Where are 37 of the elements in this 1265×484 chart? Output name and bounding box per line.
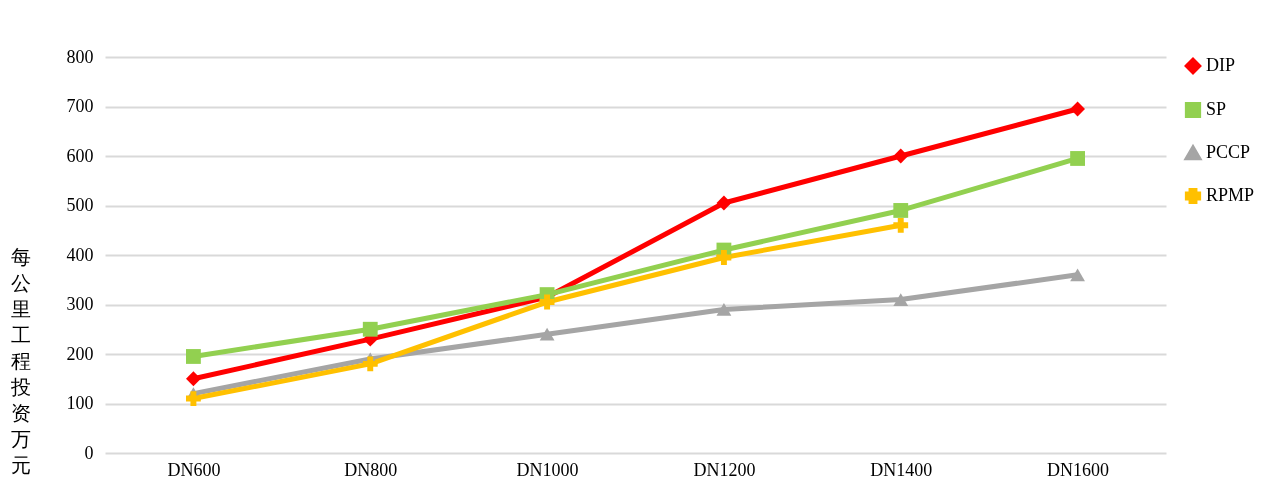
- point: [186, 349, 201, 364]
- y-tick-label: 800: [66, 46, 94, 67]
- y-tick-label: 0: [84, 442, 94, 463]
- y-tick-label: 600: [66, 145, 94, 166]
- point: [893, 217, 909, 233]
- x-tick-label: DN800: [344, 459, 398, 480]
- y-tick-label: 500: [66, 195, 94, 215]
- y-tick-label: 300: [66, 294, 94, 314]
- x-tick-label: DN1600: [1047, 459, 1110, 480]
- legend-label: PCCP: [1206, 142, 1251, 162]
- x-tick-label: DN1000: [516, 459, 579, 480]
- legend-label: RPMP: [1206, 185, 1255, 205]
- point: [186, 391, 201, 406]
- point: [539, 327, 555, 341]
- point: [1070, 151, 1085, 166]
- x-tick-label: DN600: [167, 459, 221, 480]
- y-tick-label: 200: [66, 343, 94, 364]
- point: [893, 203, 909, 218]
- x-tick-label: DN1400: [870, 459, 933, 480]
- point: [1070, 101, 1085, 117]
- x-tick-label: DN1200: [693, 459, 756, 480]
- text: 每公里工程投资万元: [10, 244, 31, 477]
- point: [186, 371, 201, 387]
- legend-label: DIP: [1206, 55, 1236, 75]
- y-tick-label: 100: [66, 393, 94, 413]
- point: [716, 195, 732, 211]
- point: [539, 294, 555, 310]
- point: [716, 303, 732, 316]
- point: [362, 356, 378, 372]
- y-tick-label: 700: [66, 96, 94, 116]
- point: [716, 250, 732, 265]
- point: [893, 293, 909, 306]
- point: [893, 148, 909, 164]
- point: [362, 321, 378, 337]
- legend-label: SP: [1206, 99, 1227, 119]
- y-tick-label: 400: [66, 244, 94, 265]
- point: [1070, 268, 1085, 282]
